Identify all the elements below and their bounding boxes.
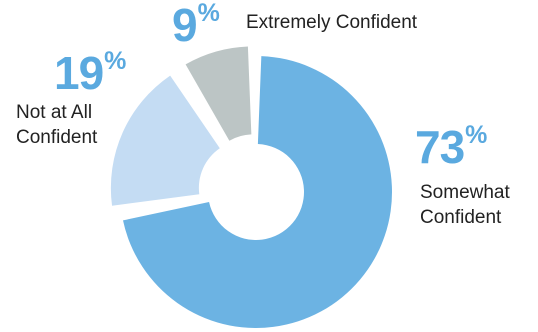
extremely-confident-label-line1: Extremely Confident xyxy=(246,12,418,33)
extremely-confident-unit: % xyxy=(197,0,220,27)
somewhat-confident-percent: 73% xyxy=(415,121,488,173)
not-at-all-confident-percent: 19% xyxy=(54,47,127,99)
donut-slice-0 xyxy=(122,56,393,329)
donut-slice-1 xyxy=(110,75,220,206)
not-at-all-confident-unit: % xyxy=(104,47,127,75)
not-at-all-confident-value: 19 xyxy=(54,47,104,99)
somewhat-confident-label: Somewhat Confident xyxy=(420,180,510,230)
not-at-all-confident-label-line1: Not at All xyxy=(16,102,93,123)
somewhat-confident-label-line2: Confident xyxy=(420,207,502,228)
extremely-confident-percent: 9% xyxy=(172,0,220,51)
extremely-confident-label: Extremely Confident xyxy=(246,10,417,35)
donut-slice-2 xyxy=(185,46,252,141)
not-at-all-confident-label-line2: Confident xyxy=(16,127,98,148)
somewhat-confident-label-line1: Somewhat xyxy=(420,182,510,203)
somewhat-confident-unit: % xyxy=(465,121,488,149)
somewhat-confident-value: 73 xyxy=(415,121,465,173)
not-at-all-confident-label: Not at All Confident xyxy=(16,100,97,150)
extremely-confident-value: 9 xyxy=(172,0,198,51)
